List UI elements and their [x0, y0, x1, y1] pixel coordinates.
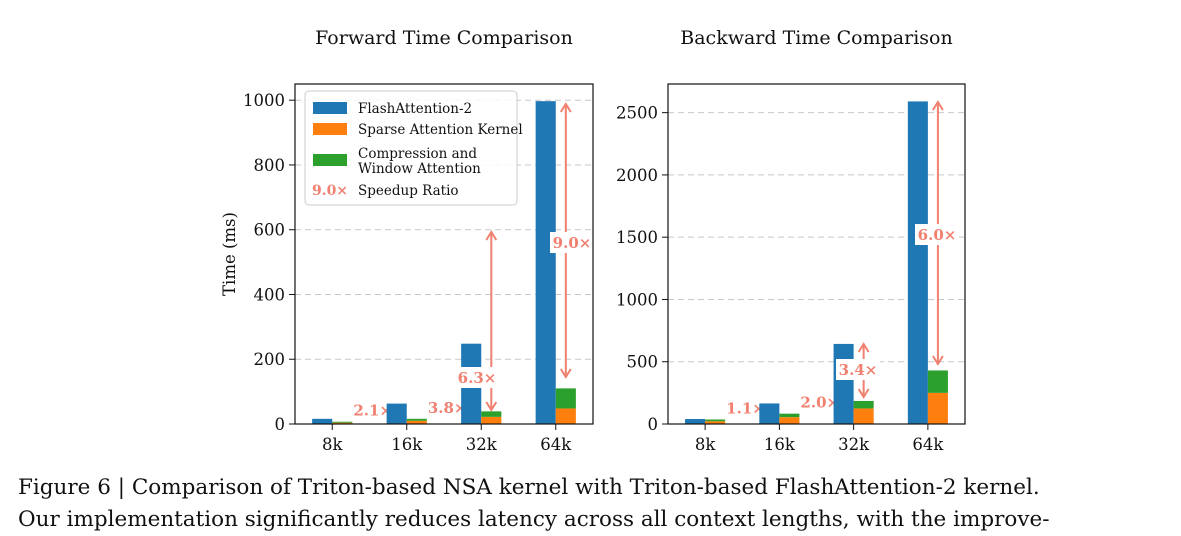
legend-label: Sparse Attention Kernel	[358, 122, 523, 138]
x-tick-label: 64k	[540, 435, 572, 454]
y-tick-label: 1000	[616, 290, 658, 309]
legend-marker: 9.0×	[312, 183, 348, 199]
y-tick-label: 2000	[616, 166, 658, 185]
bar-sparse-attention	[481, 416, 502, 424]
legend-frame	[304, 90, 518, 206]
speedup-label: 3.8×	[428, 399, 467, 417]
bar-flashattention	[685, 419, 706, 424]
speedup-label: 3.4×	[839, 361, 878, 379]
speedup-label: 9.0×	[553, 234, 592, 252]
speedup-label-bg	[836, 359, 880, 380]
speedup-label: 6.3×	[458, 369, 497, 387]
caption-line-2: Our implementation significantly reduces…	[18, 507, 1050, 532]
bar-flashattention	[386, 403, 407, 424]
y-tick-label: 600	[254, 221, 286, 240]
x-tick-label: 64k	[912, 435, 944, 454]
x-tick-label: 32k	[466, 435, 498, 454]
legend: FlashAttention-2 Sparse Attention Kernel C…	[304, 90, 523, 206]
legend-swatch	[313, 154, 347, 166]
bar-flashattention	[535, 101, 556, 425]
y-tick-label: 400	[254, 285, 286, 304]
y-tick-label: 800	[254, 156, 286, 175]
y-tick-label: 0	[648, 415, 659, 434]
bar-sparse-attention	[779, 417, 800, 424]
chart-panel-1: Forward Time Comparison 0 200 400 600 800 1000…	[220, 27, 594, 454]
chart-panel-2: Backward Time Comparison 0 500 1000 1500 2000…	[616, 27, 966, 454]
x-tick-label: 8k	[322, 435, 343, 454]
x-tick-label: 16k	[391, 435, 423, 454]
bar-sparse-attention	[853, 408, 874, 424]
speedup-arrow-head-top	[485, 230, 498, 241]
bar-sparse-attention	[406, 420, 427, 424]
bar-sparse-attention	[332, 422, 353, 424]
y-tick-label: 500	[627, 353, 659, 372]
bar-compression-window	[779, 413, 800, 418]
caption-line-1: Figure 6 | Comparison of Triton-based NS…	[18, 475, 1040, 500]
y-tick-label: 2500	[616, 104, 658, 123]
x-tick-label: 32k	[838, 435, 870, 454]
speedup-label: 2.0×	[800, 394, 839, 412]
speedup-arrow-head-bottom	[857, 388, 870, 399]
legend-label: Window Attention	[358, 161, 481, 177]
legend-swatch	[313, 102, 347, 114]
bar-compression-window	[853, 400, 874, 409]
bar-sparse-attention	[705, 421, 726, 424]
speedup-label: 6.0×	[918, 226, 957, 244]
bar-compression-window	[705, 419, 726, 422]
legend-label: Speedup Ratio	[358, 183, 459, 199]
y-tick-label: 200	[254, 350, 286, 369]
x-tick-label: 16k	[764, 435, 796, 454]
speedup-label: 2.1×	[353, 402, 392, 420]
speedup-arrow-head-bottom	[932, 355, 944, 366]
figure-caption: Figure 6 | Comparison of Triton-based NS…	[18, 472, 1178, 536]
bar-compression-window	[332, 421, 353, 423]
speedup-label-bg	[550, 232, 594, 253]
bar-sparse-attention	[555, 408, 576, 424]
speedup-label-bg	[455, 367, 499, 388]
bar-flashattention	[833, 343, 854, 424]
chart-title: Backward Time Comparison	[680, 27, 952, 49]
speedup-arrow-head-top	[932, 100, 944, 111]
axes-frame	[294, 83, 594, 425]
figure-charts: Forward Time Comparison 0 200 400 600 800 1000…	[220, 27, 966, 454]
y-tick-label: 0	[275, 415, 286, 434]
speedup-arrow-head-bottom	[485, 401, 498, 412]
bar-sparse-attention	[927, 392, 948, 424]
bar-compression-window	[555, 388, 576, 409]
speedup-arrow-head-bottom	[559, 368, 572, 379]
speedup-label: 1.1×	[726, 400, 765, 418]
bar-flashattention	[907, 101, 928, 424]
legend-swatch	[313, 123, 347, 135]
x-tick-label: 8k	[695, 435, 716, 454]
speedup-label-bg	[915, 224, 959, 245]
bar-flashattention	[759, 403, 780, 424]
axes-frame	[667, 83, 966, 425]
legend-label: FlashAttention-2	[358, 101, 472, 117]
bar-flashattention	[312, 418, 333, 424]
y-tick-label: 1000	[243, 91, 285, 110]
bar-compression-window	[406, 418, 427, 421]
speedup-arrow-head-top	[857, 342, 870, 353]
legend-label: Compression and	[358, 146, 477, 162]
speedup-arrow-head-top	[559, 102, 572, 113]
y-axis-label: Time (ms)	[220, 212, 239, 296]
bar-compression-window	[927, 370, 948, 393]
y-tick-label: 1500	[616, 228, 658, 247]
chart-title: Forward Time Comparison	[315, 27, 573, 49]
bar-compression-window	[481, 411, 502, 417]
